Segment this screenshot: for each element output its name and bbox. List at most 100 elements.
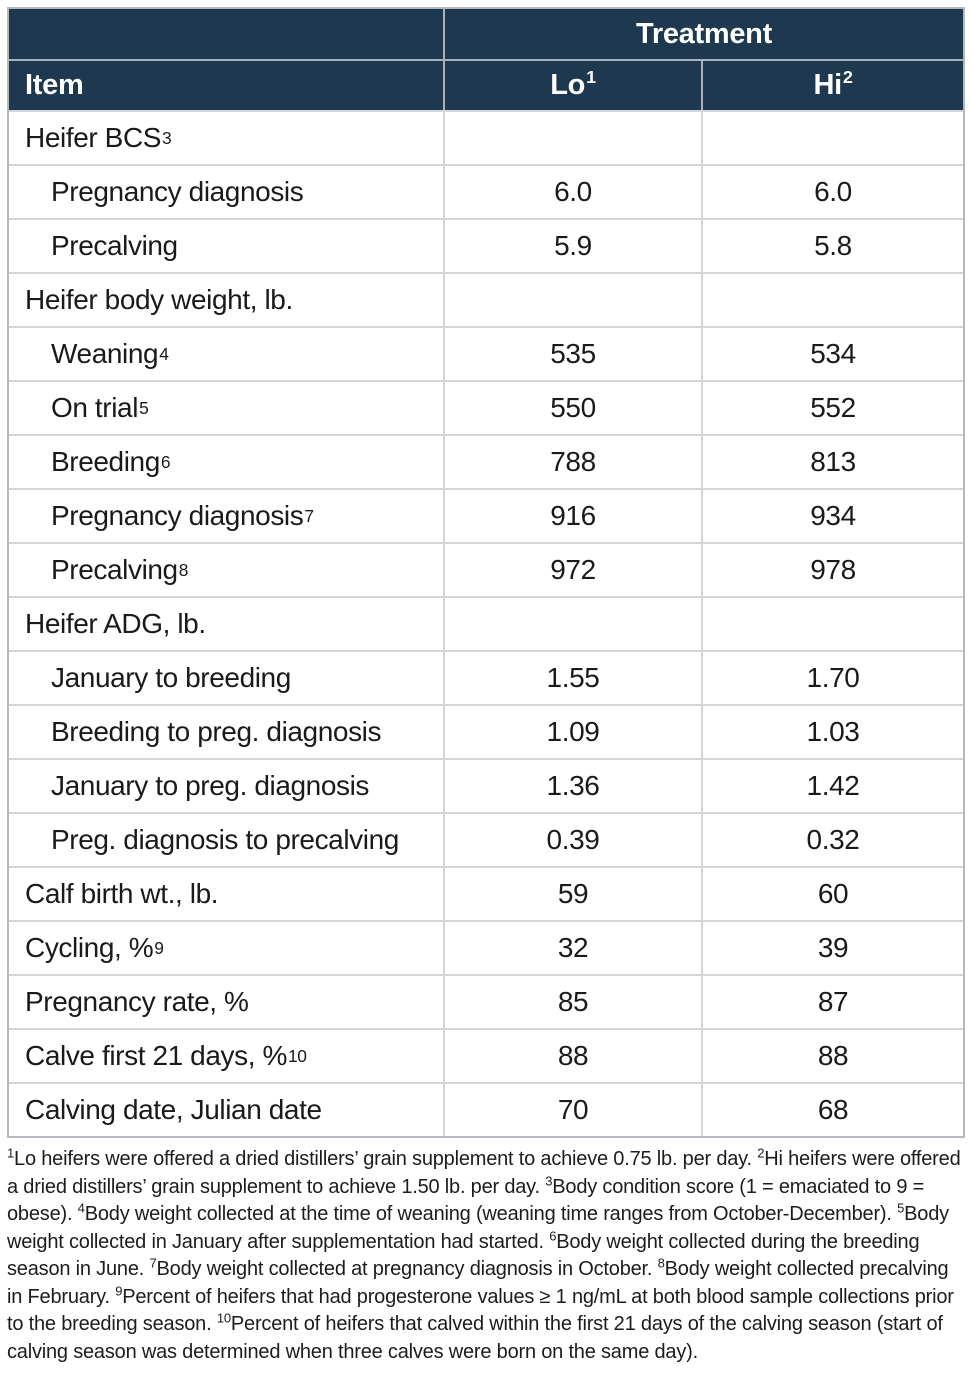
table-header-row-treatment: Treatment xyxy=(9,9,963,59)
row-label-text: Calving date, Julian date xyxy=(25,1094,322,1125)
row-label: Weaning 4 xyxy=(9,328,445,380)
row-label: Pregnancy diagnosis 7 xyxy=(9,490,445,542)
cell-hi: 1.42 xyxy=(806,770,860,801)
cell-lo xyxy=(445,598,703,650)
column-header-hi: Hi2 xyxy=(703,61,963,110)
cell-hi: 978 xyxy=(810,554,856,585)
cell-hi: 6.0 xyxy=(814,176,852,207)
cell-hi xyxy=(703,598,963,650)
table-row: Weaning 4 535 534 xyxy=(9,326,963,380)
cell-lo: 972 xyxy=(445,544,703,596)
treatment-header-cell: Treatment xyxy=(445,9,963,59)
row-label: Heifer BCS 3 xyxy=(9,112,445,164)
table-row: Calve first 21 days, % 10 88 88 xyxy=(9,1028,963,1082)
footnote-marker: 7 xyxy=(149,1255,157,1271)
row-label-text: Heifer body weight, lb. xyxy=(25,284,293,315)
cell-lo: 1.55 xyxy=(445,652,703,704)
cell-lo: 788 xyxy=(445,436,703,488)
cell-lo: 32 xyxy=(445,922,703,974)
row-label-text: January to breeding xyxy=(51,662,291,693)
header-item-spacer-cell xyxy=(9,9,445,59)
cell-lo: 916 xyxy=(445,490,703,542)
cell-hi: 1.70 xyxy=(806,662,860,693)
cell-hi: 1.03 xyxy=(806,716,860,747)
row-label-text: Calf birth wt., lb. xyxy=(25,878,219,909)
footnote-marker: 9 xyxy=(115,1282,123,1298)
row-label-text: Breeding to preg. diagnosis xyxy=(51,716,382,747)
cell-hi: 88 xyxy=(817,1040,849,1071)
row-label: Heifer ADG, lb. xyxy=(9,598,445,650)
cell-lo: 59 xyxy=(445,868,703,920)
table-row: On trial 5 550 552 xyxy=(9,380,963,434)
cell-lo: 85 xyxy=(445,976,703,1028)
row-label: Cycling, % 9 xyxy=(9,922,445,974)
lo-footnote-marker: 1 xyxy=(586,67,596,88)
footnote-marker: 5 xyxy=(897,1200,905,1216)
cell-lo: 5.9 xyxy=(445,220,703,272)
cell-lo xyxy=(445,274,703,326)
row-label-text: Heifer BCS xyxy=(25,122,162,153)
cell-hi: 0.32 xyxy=(806,824,860,855)
row-label-text: Weaning xyxy=(51,338,159,369)
cell-lo: 1.09 xyxy=(445,706,703,758)
table-row: Heifer ADG, lb. xyxy=(9,596,963,650)
column-header-lo: Lo1 xyxy=(445,61,703,110)
row-label: On trial 5 xyxy=(9,382,445,434)
table-row: Pregnancy diagnosis 6.0 6.0 xyxy=(9,164,963,218)
table-header-row-columns: Item Lo1 Hi2 xyxy=(9,59,963,110)
table-row: Breeding 6 788 813 xyxy=(9,434,963,488)
footnote-marker: 1 xyxy=(7,1145,15,1161)
row-label: January to breeding xyxy=(9,652,445,704)
row-label: Heifer body weight, lb. xyxy=(9,274,445,326)
footnote-marker: 10 xyxy=(216,1310,231,1326)
treatment-table: Treatment Item Lo1 Hi2 Heifer BCS 3 Pregn… xyxy=(7,7,965,1138)
cell-hi: 87 xyxy=(817,986,849,1017)
table-row: January to preg. diagnosis 1.36 1.42 xyxy=(9,758,963,812)
footnote-marker: 2 xyxy=(757,1145,765,1161)
row-label: Calving date, Julian date xyxy=(9,1084,445,1136)
cell-hi: 534 xyxy=(810,338,856,369)
cell-hi: 60 xyxy=(817,878,849,909)
row-label: Breeding 6 xyxy=(9,436,445,488)
row-label-text: Pregnancy rate, % xyxy=(25,986,249,1017)
row-label-text: Preg. diagnosis to precalving xyxy=(51,824,399,855)
cell-lo: 535 xyxy=(445,328,703,380)
table-row: January to breeding 1.55 1.70 xyxy=(9,650,963,704)
footnote-marker: 4 xyxy=(77,1200,85,1216)
row-label-text: Pregnancy diagnosis xyxy=(51,176,304,207)
cell-hi: 552 xyxy=(810,392,856,423)
footnotes: 1Lo heifers were offered a dried distill… xyxy=(7,1145,961,1363)
table-row: Precalving 5.9 5.8 xyxy=(9,218,963,272)
row-label-text: Heifer ADG, lb. xyxy=(25,608,206,639)
row-label: Calf birth wt., lb. xyxy=(9,868,445,920)
cell-hi: 39 xyxy=(817,932,849,963)
row-label-text: Cycling, % xyxy=(25,932,154,963)
treatment-header-label: Treatment xyxy=(636,17,772,50)
row-label-text: Breeding xyxy=(51,446,160,477)
column-header-hi-label: Hi2 xyxy=(813,67,853,101)
page: Treatment Item Lo1 Hi2 Heifer BCS 3 Pregn… xyxy=(7,7,965,1363)
row-label: January to preg. diagnosis xyxy=(9,760,445,812)
footnote-marker: 8 xyxy=(657,1255,665,1271)
table-row: Heifer BCS 3 xyxy=(9,110,963,164)
cell-hi: 5.8 xyxy=(814,230,852,261)
row-label-text: Pregnancy diagnosis xyxy=(51,500,304,531)
table-row: Pregnancy diagnosis 7 916 934 xyxy=(9,488,963,542)
row-label-text: Precalving xyxy=(51,554,178,585)
footnote-marker: 3 xyxy=(545,1172,553,1188)
table-row: Breeding to preg. diagnosis 1.09 1.03 xyxy=(9,704,963,758)
row-label: Precalving 8 xyxy=(9,544,445,596)
table-row: Calf birth wt., lb. 59 60 xyxy=(9,866,963,920)
table-row: Cycling, % 9 32 39 xyxy=(9,920,963,974)
row-label: Breeding to preg. diagnosis xyxy=(9,706,445,758)
hi-footnote-marker: 2 xyxy=(842,67,853,88)
cell-lo xyxy=(445,112,703,164)
table-row: Calving date, Julian date 70 68 xyxy=(9,1082,963,1136)
column-header-item: Item xyxy=(9,61,445,110)
cell-lo: 550 xyxy=(445,382,703,434)
row-label-text: Calve first 21 days, % xyxy=(25,1040,287,1071)
table-row: Pregnancy rate, % 85 87 xyxy=(9,974,963,1028)
cell-hi xyxy=(703,112,963,164)
row-label: Calve first 21 days, % 10 xyxy=(9,1030,445,1082)
cell-lo: 88 xyxy=(445,1030,703,1082)
